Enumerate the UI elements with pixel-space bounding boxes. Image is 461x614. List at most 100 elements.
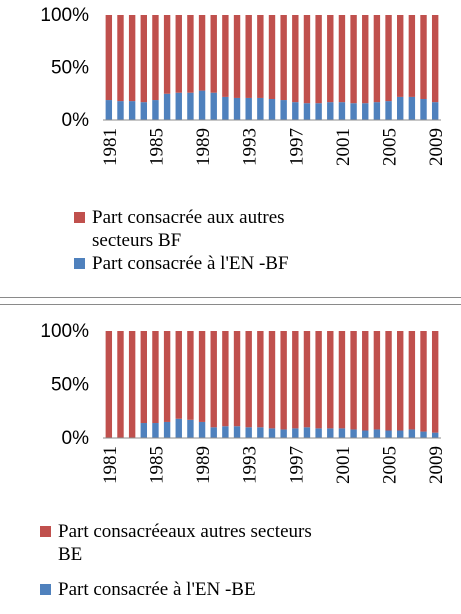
bar-segment-en [222, 96, 229, 120]
legend-item-others-be-cont: BE [40, 543, 312, 566]
bar-segment-others [140, 331, 147, 424]
bar-segment-en [128, 101, 136, 120]
bar-segment-en [315, 428, 322, 438]
bar-segment-en [420, 431, 427, 438]
bar-segment-others [257, 331, 264, 428]
x-tick-label: 1993 [240, 128, 261, 166]
bar-segment-en [163, 93, 171, 120]
bar-segment-en [292, 428, 299, 438]
bar-segment-en [210, 427, 217, 438]
bar-segment-en [280, 100, 287, 120]
bar-segment-others [431, 331, 439, 433]
bar-segment-others [233, 15, 241, 98]
y-tick-label: 0% [62, 428, 90, 449]
x-tick-label: 1985 [146, 128, 167, 166]
legend-item-others-bf-cont: secteurs BF [74, 229, 289, 252]
legend-swatch-en [40, 584, 51, 595]
bar-segment-en [187, 92, 194, 120]
bar-segment-others [338, 15, 346, 103]
x-tick-label: 2009 [426, 446, 447, 484]
x-tick-label: 1985 [146, 446, 167, 484]
bar-segment-en [327, 428, 334, 438]
bar-segment-others [268, 331, 276, 429]
bar-segment-others [128, 15, 136, 102]
bar-segment-others [362, 15, 369, 104]
bar-segment-en [245, 97, 252, 120]
x-tick-label: 1997 [286, 446, 307, 484]
bar-segment-others [257, 15, 264, 98]
x-tick-label: 2001 [333, 128, 354, 166]
x-tick-label: 2001 [333, 446, 354, 484]
bar-segment-en [420, 99, 427, 120]
bar-segment-en [431, 102, 439, 120]
bar-segment-others [292, 15, 299, 103]
bar-segment-others [163, 331, 171, 422]
bar-segment-others [105, 15, 113, 101]
bar-segment-others [385, 331, 392, 431]
bar-segment-en [140, 102, 147, 120]
bar-segment-others [140, 15, 147, 103]
bar-segment-en [175, 418, 182, 438]
bar-segment-others [280, 15, 287, 101]
bar-segment-others [431, 15, 439, 103]
x-tick-label: 2009 [426, 128, 447, 166]
bar-segment-en [303, 103, 311, 120]
bar-segment-others [327, 15, 334, 103]
bar-segment-others [408, 15, 416, 97]
bar-segment-en [350, 103, 357, 120]
x-tick-label: 1981 [100, 128, 121, 166]
bar-segment-en [362, 103, 369, 120]
bar-segment-others [222, 15, 229, 97]
bar-segment-others [350, 331, 357, 430]
bar-segment-en [233, 426, 241, 438]
bar-segment-en [338, 102, 346, 120]
legend-item-others-bf: Part consacrée aux autres [74, 206, 289, 229]
bar-segment-others [245, 331, 252, 428]
bar-segment-others [420, 15, 427, 99]
bar-segment-en [350, 429, 357, 438]
x-tick-label: 1981 [100, 446, 121, 484]
y-tick-label: 50% [51, 58, 89, 79]
legend-label-en: Part consacrée à l'EN -BF [92, 253, 289, 274]
bar-segment-others [268, 15, 276, 99]
bar-segment-others [187, 331, 194, 420]
bar-segment-en [292, 102, 299, 120]
bar-segment-en [175, 92, 182, 120]
bar-segment-en [233, 97, 241, 120]
bar-segment-others [117, 15, 124, 102]
x-tick-label: 2005 [380, 128, 401, 166]
bar-segment-en [315, 103, 322, 120]
bar-segment-others [152, 15, 159, 101]
chart-panel-bf: 100% 50% 0% 1981 1985 1989 1993 1997 2001 2005 200… [0, 0, 461, 298]
bar-segment-others [327, 331, 334, 429]
bar-segment-others [385, 15, 392, 102]
chart-panel-be: 100% 50% 0% 1981 1985 1989 1993 1997 2001 2005 200… [0, 304, 461, 614]
legend-item-en-be: Part consacrée à l'EN -BE [40, 578, 312, 601]
legend-label-others-line1: Part consacrée aux autres [92, 207, 285, 228]
bar-segment-others [152, 331, 159, 424]
x-tick-label: 1993 [240, 446, 261, 484]
legend-label-others-line2: secteurs BF [92, 230, 182, 251]
bar-segment-others [222, 331, 229, 427]
legend-label-en: Part consacrée à l'EN -BE [58, 579, 256, 600]
bar-segment-others [198, 331, 206, 422]
legend-label-others-line2: BE [58, 544, 83, 565]
bar-segment-en [303, 427, 311, 438]
bar-segment-others [303, 331, 311, 428]
legend-item-others-be: Part consacréeaux autres secteurs [40, 520, 312, 543]
bar-segment-en [257, 427, 264, 438]
bar-segment-others [117, 331, 124, 438]
panel-divider [0, 297, 461, 305]
bar-segment-en [152, 423, 159, 438]
legend-be: Part consacréeaux autres secteurs BE Par… [40, 520, 312, 601]
bar-segment-others [280, 331, 287, 430]
bar-segment-others [420, 331, 427, 432]
bar-segment-others [397, 331, 404, 431]
bar-segment-en [152, 100, 159, 120]
bar-segment-others [187, 15, 194, 93]
bar-segment-en [338, 428, 346, 438]
x-tick-label: 1989 [193, 128, 214, 166]
bar-segment-others [163, 15, 171, 94]
bar-segment-en [327, 102, 334, 120]
y-tick-label: 0% [62, 110, 90, 131]
